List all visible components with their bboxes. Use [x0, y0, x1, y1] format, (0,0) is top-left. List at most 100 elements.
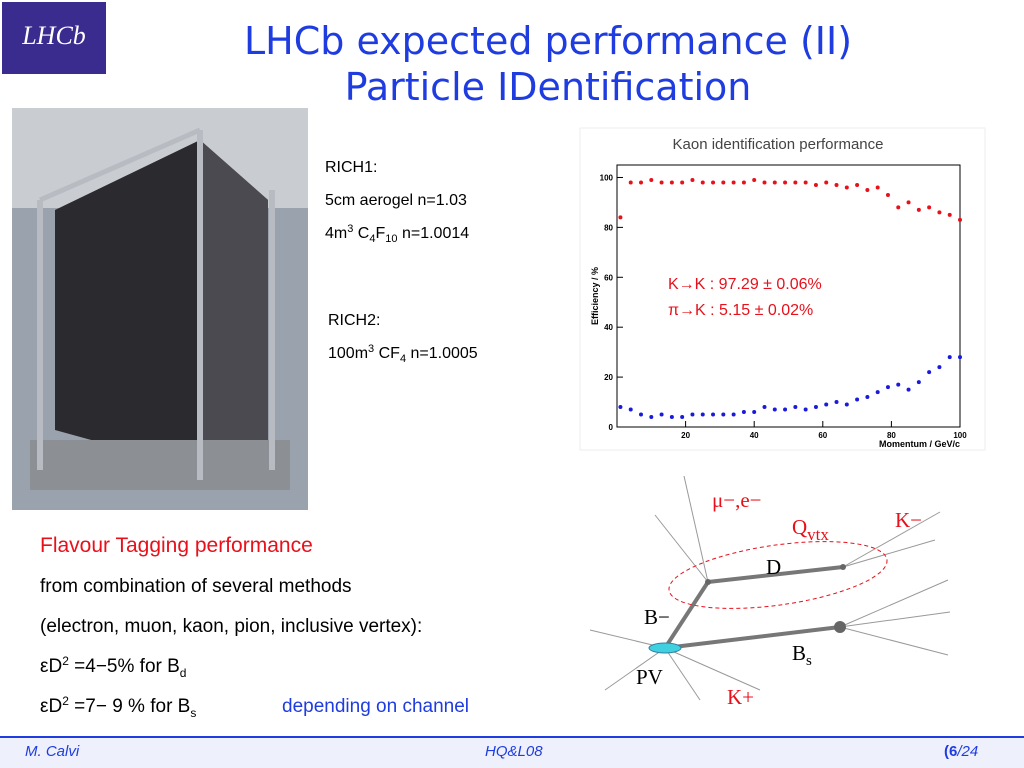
- point: [659, 412, 664, 417]
- tagging-eff: εD2 =4−5% for Bd: [40, 654, 186, 680]
- point: [731, 412, 736, 417]
- tagging-line: (electron, muon, kaon, pion, inclusive v…: [40, 616, 422, 637]
- photo-side: [200, 140, 268, 470]
- point: [813, 405, 818, 410]
- vertex: [840, 564, 846, 570]
- point: [916, 380, 921, 385]
- point: [844, 185, 849, 190]
- qvtx-ellipse: [668, 541, 888, 609]
- point: [731, 180, 736, 185]
- y-tick-label: 40: [604, 323, 613, 332]
- point: [700, 180, 705, 185]
- annotation: π→K : 5.15 ± 0.02%: [668, 302, 813, 319]
- vertex: [705, 579, 711, 585]
- footer-page: (6/24: [944, 743, 978, 760]
- photo-base: [30, 440, 290, 490]
- point: [752, 410, 757, 415]
- primary-vertex: [648, 642, 682, 654]
- x-tick-label: 100: [953, 431, 967, 440]
- point: [680, 415, 685, 420]
- point: [659, 180, 664, 185]
- point: [875, 185, 880, 190]
- point: [865, 187, 870, 192]
- point: [711, 180, 716, 185]
- point: [855, 182, 860, 187]
- point: [813, 182, 818, 187]
- point: [885, 192, 890, 197]
- photo: [12, 108, 308, 510]
- diagram-label: PV: [636, 665, 663, 689]
- photo-frame: [38, 127, 202, 203]
- point: [618, 215, 623, 220]
- t: =4−5% for B: [69, 656, 180, 677]
- t: 100m: [328, 345, 368, 362]
- t: B: [792, 641, 806, 665]
- point: [906, 387, 911, 392]
- rich-line: 100m3 CF4 n=1.0005: [328, 343, 478, 365]
- x-tick-label: 80: [887, 431, 896, 440]
- track-bs: [664, 625, 841, 650]
- footer-author: M. Calvi: [25, 743, 80, 760]
- logo-box: [2, 2, 106, 74]
- diagram-tracks: [589, 475, 951, 701]
- title: Particle IDentification: [345, 65, 752, 109]
- diagram-label: D: [766, 555, 781, 579]
- sub: d: [180, 666, 187, 680]
- t: n=1.0014: [398, 225, 470, 242]
- sub: 10: [385, 233, 397, 245]
- diagram-labels: μ−,e− Qvtx K− D B− Bs PV K+: [636, 488, 922, 709]
- point: [947, 212, 952, 217]
- sup: 2: [62, 654, 69, 668]
- point: [896, 382, 901, 387]
- footer-bg: [0, 738, 1024, 768]
- point: [947, 355, 952, 360]
- point: [834, 400, 839, 405]
- point: [875, 390, 880, 395]
- point: [896, 205, 901, 210]
- sub: s: [806, 653, 812, 669]
- tagging-line: from combination of several methods: [40, 576, 352, 597]
- footer-conference: HQ&L08: [485, 743, 543, 760]
- title: LHCb expected performance (II): [244, 19, 852, 63]
- point: [741, 180, 746, 185]
- rich1: RICH1: 5cm aerogel n=1.03 4m3 C4F10 n=1.…: [325, 159, 469, 245]
- point: [772, 180, 777, 185]
- t: εD: [40, 656, 62, 677]
- point: [772, 407, 777, 412]
- sub: 4: [400, 353, 406, 365]
- rich-line: RICH1:: [325, 159, 377, 176]
- sub: 4: [369, 233, 375, 245]
- point: [834, 182, 839, 187]
- rich2: RICH2: 100m3 CF4 n=1.0005: [328, 312, 478, 365]
- point: [824, 402, 829, 407]
- y-tick-label: 20: [604, 373, 613, 382]
- point: [752, 177, 757, 182]
- point: [762, 180, 767, 185]
- tagging-heading: Flavour Tagging performance: [40, 534, 313, 557]
- point: [803, 180, 808, 185]
- chart-box: [579, 127, 986, 451]
- x-tick-label: 20: [681, 431, 690, 440]
- point: [927, 370, 932, 375]
- point: [855, 397, 860, 402]
- point: [885, 385, 890, 390]
- sub: vtx: [807, 525, 829, 544]
- t: =7− 9 % for B: [69, 696, 190, 717]
- point: [844, 402, 849, 407]
- diagram-label: Bs: [792, 641, 812, 669]
- rich-line: RICH2:: [328, 312, 380, 329]
- point: [803, 407, 808, 412]
- point: [690, 177, 695, 182]
- tagging-note: depending on channel: [282, 696, 469, 717]
- t: C: [353, 225, 369, 242]
- diagram-label: K−: [895, 508, 922, 532]
- point: [680, 180, 685, 185]
- point: [741, 410, 746, 415]
- point: [762, 405, 767, 410]
- point: [639, 180, 644, 185]
- point: [649, 177, 654, 182]
- rich-line: 4m3 C4F10 n=1.0014: [325, 223, 469, 245]
- page-total: /24: [956, 743, 978, 760]
- point: [937, 365, 942, 370]
